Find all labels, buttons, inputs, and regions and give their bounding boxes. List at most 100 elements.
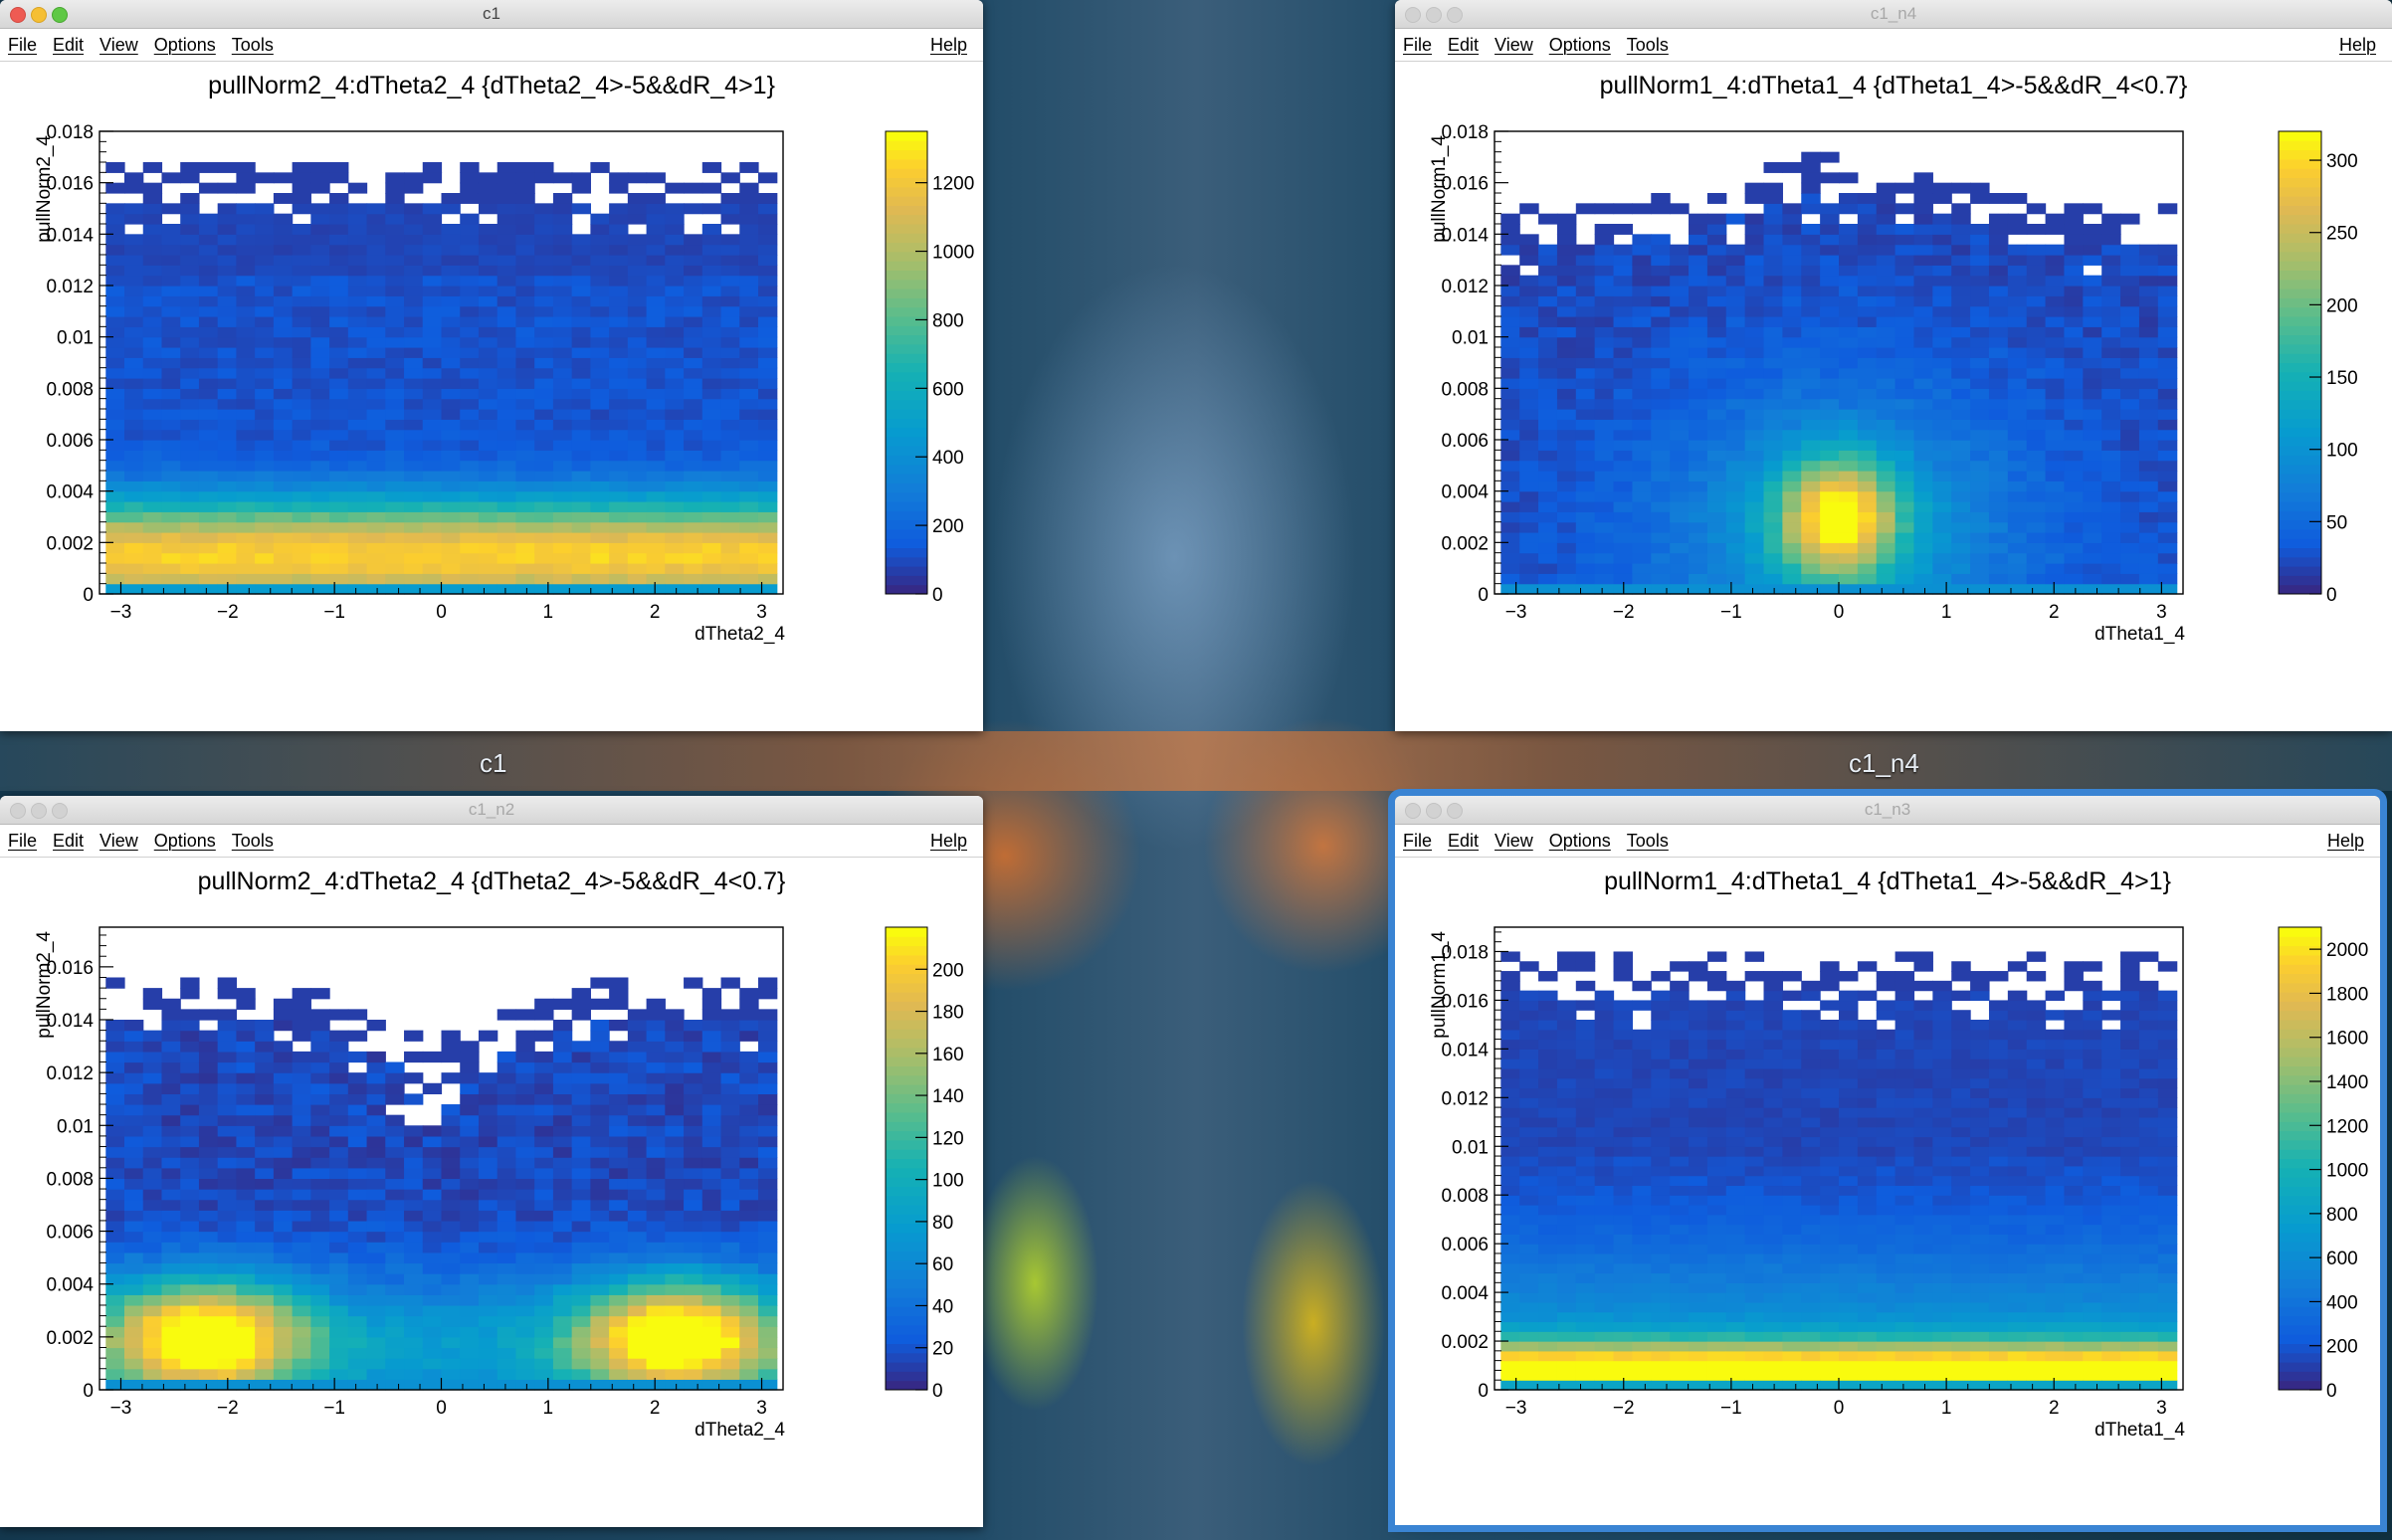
window-titlebar[interactable]: c1_n2 xyxy=(0,796,983,825)
plot-canvas[interactable]: pullNorm2_4:dTheta2_4 {dTheta2_4>-5&&dR_… xyxy=(0,858,983,1527)
heatmap-cell xyxy=(347,460,368,472)
zoom-window-button[interactable] xyxy=(52,803,68,819)
heatmap-cell xyxy=(720,532,740,543)
window-titlebar[interactable]: c1_n4 xyxy=(1395,0,2392,29)
heatmap-cell xyxy=(552,1315,573,1327)
menu-options[interactable]: Options xyxy=(1548,34,1611,55)
menu-edit[interactable]: Edit xyxy=(1448,34,1480,55)
menu-view[interactable]: View xyxy=(100,34,138,55)
zoom-window-button[interactable] xyxy=(1447,7,1463,23)
menu-help[interactable]: Help xyxy=(2338,34,2376,55)
menu-file[interactable]: File xyxy=(1403,830,1433,851)
menu-file[interactable]: File xyxy=(1403,34,1433,55)
heatmap-cell xyxy=(217,1336,238,1349)
heatmap-cell xyxy=(1706,460,1727,472)
close-window-button[interactable] xyxy=(1405,7,1421,23)
menu-help[interactable]: Help xyxy=(929,830,967,851)
plot-canvas[interactable]: pullNorm2_4:dTheta2_4 {dTheta2_4>-5&&dR_… xyxy=(0,62,983,731)
heatmap-cell xyxy=(422,316,443,327)
menu-edit[interactable]: Edit xyxy=(53,34,85,55)
zoom-window-button[interactable] xyxy=(1447,803,1463,819)
heatmap-cell xyxy=(105,1347,125,1359)
heatmap-plot[interactable]: −3 −2 −1 0 1 2 300.0020.0040.0060.0080.010.012… xyxy=(0,62,983,731)
heatmap-cell xyxy=(1763,203,1783,215)
heatmap-cell xyxy=(758,521,778,533)
color-scale-step xyxy=(2279,362,2321,373)
heatmap-cell xyxy=(1519,511,1539,523)
heatmap-cell xyxy=(460,1041,480,1053)
menu-view[interactable]: View xyxy=(1495,34,1533,55)
menu-view[interactable]: View xyxy=(1495,830,1533,851)
menu-file[interactable]: File xyxy=(8,830,38,851)
menu-edit[interactable]: Edit xyxy=(53,830,85,851)
menu-edit[interactable]: Edit xyxy=(1448,830,1480,851)
minimize-window-button[interactable] xyxy=(1426,7,1442,23)
heatmap-cell xyxy=(310,1135,330,1148)
heatmap-cell xyxy=(1500,1165,1520,1177)
heatmap-cell xyxy=(1500,1116,1520,1128)
heatmap-cell xyxy=(1500,265,1520,277)
heatmap-cell xyxy=(1801,521,1821,533)
close-window-button[interactable] xyxy=(10,7,26,23)
heatmap-cell xyxy=(105,460,125,472)
menu-help[interactable]: Help xyxy=(929,34,967,55)
close-window-button[interactable] xyxy=(10,803,26,819)
heatmap-cell xyxy=(627,1242,648,1253)
heatmap-cell xyxy=(552,1051,573,1063)
heatmap-cell xyxy=(552,1358,573,1370)
heatmap-cell xyxy=(590,1210,610,1222)
heatmap-cell xyxy=(1594,1301,1615,1313)
zoom-window-button[interactable] xyxy=(52,7,68,23)
menu-view[interactable]: View xyxy=(100,830,138,851)
heatmap-cell xyxy=(1932,182,1952,194)
heatmap-cell xyxy=(1970,573,1990,585)
close-window-button[interactable] xyxy=(1405,803,1421,819)
root-canvas-window-3[interactable]: c1_n2 File Edit View Options Tools Help … xyxy=(0,796,983,1527)
menu-tools[interactable]: Tools xyxy=(231,34,274,55)
heatmap-cell xyxy=(701,326,722,338)
heatmap-cell xyxy=(609,1189,629,1201)
heatmap-cell xyxy=(1632,1049,1652,1059)
plot-canvas[interactable]: pullNorm1_4:dTheta1_4 {dTheta1_4>-5&&dR_… xyxy=(1395,62,2392,731)
window-titlebar[interactable]: c1 xyxy=(0,0,983,29)
heatmap-cell xyxy=(1594,1311,1615,1323)
window-titlebar[interactable]: c1_n3 xyxy=(1395,796,2380,825)
heatmap-cell xyxy=(1651,305,1671,317)
heatmap-cell xyxy=(1801,182,1821,194)
heatmap-cell xyxy=(236,295,256,307)
menu-tools[interactable]: Tools xyxy=(1626,34,1669,55)
root-canvas-window-1[interactable]: c1 File Edit View Options Tools Help pul… xyxy=(0,0,983,731)
heatmap-cell xyxy=(534,162,554,173)
heatmap-cell xyxy=(161,398,181,410)
heatmap-cell xyxy=(124,1135,144,1148)
heatmap-cell xyxy=(255,1220,275,1233)
heatmap-cell xyxy=(180,563,200,574)
heatmap-cell xyxy=(1556,378,1577,389)
menu-file[interactable]: File xyxy=(8,34,38,55)
menu-options[interactable]: Options xyxy=(1548,830,1611,851)
heatmap-plot[interactable]: −3 −2 −1 0 1 2 300.0020.0040.0060.0080.010.012… xyxy=(1395,62,2392,731)
menu-options[interactable]: Options xyxy=(153,830,216,851)
menu-help[interactable]: Help xyxy=(2326,830,2364,851)
root-canvas-window-4[interactable]: c1_n3 File Edit View Options Tools Help … xyxy=(1388,789,2387,1532)
minimize-window-button[interactable] xyxy=(31,803,47,819)
heatmap-cell xyxy=(1538,563,1558,574)
heatmap-cell xyxy=(534,1157,554,1169)
heatmap-cell xyxy=(460,563,480,574)
heatmap-cell xyxy=(1820,305,1840,317)
heatmap-plot[interactable]: −3 −2 −1 0 1 2 300.0020.0040.0060.0080.010.012… xyxy=(0,858,983,1527)
menu-tools[interactable]: Tools xyxy=(1626,830,1669,851)
heatmap-cell xyxy=(292,481,311,492)
menu-options[interactable]: Options xyxy=(153,34,216,55)
minimize-window-button[interactable] xyxy=(31,7,47,23)
heatmap-cell xyxy=(515,255,535,266)
root-canvas-window-2[interactable]: c1_n4 File Edit View Options Tools Help … xyxy=(1395,0,2392,731)
plot-canvas[interactable]: pullNorm1_4:dTheta1_4 {dTheta1_4>-5&&dR_… xyxy=(1395,858,2380,1525)
heatmap-cell xyxy=(161,1262,181,1274)
heatmap-cell xyxy=(124,532,144,543)
heatmap-cell xyxy=(720,1082,740,1094)
heatmap-cell xyxy=(1538,1350,1558,1362)
minimize-window-button[interactable] xyxy=(1426,803,1442,819)
heatmap-plot[interactable]: −3 −2 −1 0 1 2 300.0020.0040.0060.0080.010.012… xyxy=(1395,858,2380,1525)
menu-tools[interactable]: Tools xyxy=(231,830,274,851)
